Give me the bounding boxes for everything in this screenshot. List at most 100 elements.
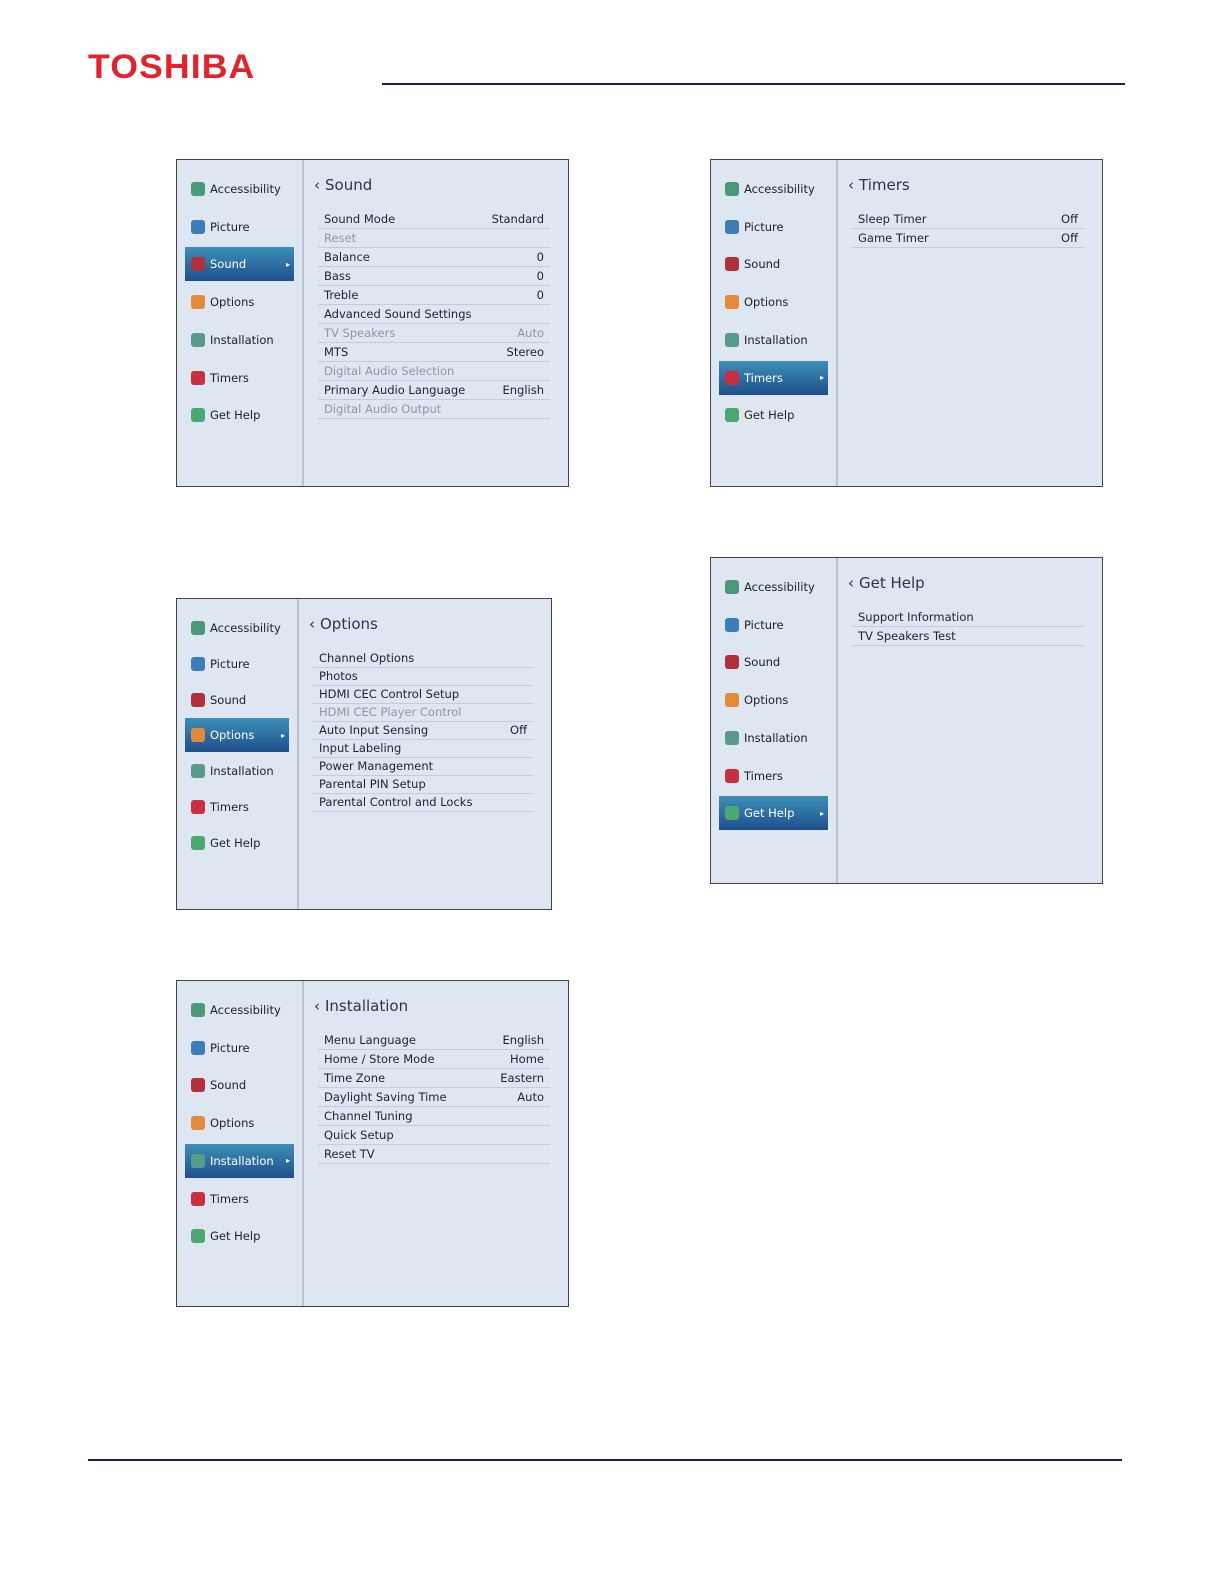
menu-item: Installation	[185, 323, 294, 357]
menu-label: Timers	[744, 768, 783, 783]
menu-label: Timers	[744, 370, 783, 385]
menu-row: Parental PIN Setup	[313, 775, 533, 794]
menu-icon	[191, 1191, 205, 1206]
menu-item: Accessibility	[185, 993, 294, 1027]
row-value: Standard	[491, 212, 544, 226]
menu-item: Timers	[185, 361, 294, 395]
logo: TOSHIBA	[88, 48, 256, 86]
menu-icon	[191, 764, 205, 779]
row-label: Treble	[324, 288, 359, 302]
menu-item: Options	[719, 285, 828, 319]
row-label: HDMI CEC Control Setup	[319, 687, 460, 701]
row-label: TV Speakers	[324, 326, 396, 340]
menu-label: Installation	[210, 1153, 274, 1168]
menu-item: Sound	[719, 247, 828, 281]
menu-item: Get Help ▸	[719, 796, 828, 831]
row-label: Balance	[324, 250, 370, 264]
menu-arrow: ▸	[280, 730, 285, 740]
menu-item: Get Help	[185, 398, 294, 432]
menu-icon	[191, 621, 205, 635]
row-label: Advanced Sound Settings	[324, 307, 472, 321]
row-label: Photos	[319, 669, 358, 683]
menu-label: Accessibility	[210, 182, 281, 196]
menu-row: MTS Stereo	[318, 343, 550, 362]
menu-label: Picture	[210, 656, 250, 671]
menu-panel: Accessibility Picture Sound ▸ Options Install…	[176, 159, 569, 487]
panel-title: ‹ Installation	[314, 997, 408, 1015]
row-value: Auto	[517, 1090, 544, 1104]
menu-label: Sound	[210, 1078, 247, 1093]
menu-panel: Accessibility Picture Sound Options Installa…	[710, 557, 1103, 884]
menu-row: Sound Mode Standard	[318, 210, 550, 229]
menu-label: Installation	[210, 332, 274, 347]
menu-icon	[191, 1078, 205, 1093]
menu-icon	[191, 656, 205, 671]
menu-item: Timers	[185, 790, 289, 824]
menu-item: Picture	[719, 210, 828, 244]
row-label: Sleep Timer	[858, 212, 927, 226]
title-text: Options	[320, 615, 378, 633]
menu-panel: Accessibility Picture Sound Options ▸ Install…	[176, 598, 552, 910]
menu-row: Parental Control and Locks	[313, 793, 533, 812]
row-label: MTS	[324, 345, 349, 359]
menu-label: Get Help	[744, 408, 795, 423]
menu-item: Picture	[719, 608, 828, 642]
row-label: Game Timer	[858, 231, 929, 245]
back-chevron: ‹	[848, 574, 854, 592]
menu-item: Accessibility	[185, 611, 289, 645]
menu-icon	[191, 1153, 205, 1168]
menu-item: Sound	[185, 683, 289, 717]
menu-item: Get Help	[185, 1219, 294, 1253]
menu-row: Advanced Sound Settings	[318, 305, 550, 324]
menu-panel: Accessibility Picture Sound Options Installa…	[710, 159, 1103, 487]
menu-icon	[191, 1040, 205, 1055]
menu-icon	[725, 730, 739, 745]
menu-label: Options	[210, 1116, 255, 1131]
menu-row: Primary Audio Language English	[318, 381, 550, 400]
menu-row: Time Zone Eastern	[318, 1069, 550, 1088]
menu-label: Get Help	[210, 1229, 261, 1244]
menu-item: Picture	[185, 210, 294, 244]
menu-icon	[725, 295, 739, 310]
menu-label: Get Help	[744, 806, 795, 821]
back-chevron: ‹	[314, 176, 320, 194]
menu-label: Timers	[210, 1191, 249, 1206]
menu-row: Photos	[313, 667, 533, 686]
menu-icon	[191, 835, 205, 850]
menu-row: Sleep Timer Off	[852, 210, 1084, 229]
menu-label: Sound	[210, 692, 247, 707]
menu-label: Picture	[210, 219, 250, 234]
menu-icon	[191, 332, 205, 347]
menu-item: Accessibility	[719, 172, 828, 206]
menu-row: Channel Options	[313, 649, 533, 668]
row-label: Input Labeling	[319, 741, 402, 755]
menu-icon	[191, 182, 205, 196]
menu-item: Timers	[719, 759, 828, 793]
menu-item: Picture	[185, 647, 289, 681]
menu-row: Daylight Saving Time Auto	[318, 1088, 550, 1107]
menu-item: Get Help	[719, 398, 828, 432]
menu-row: Home / Store Mode Home	[318, 1050, 550, 1069]
menu-row: Treble 0	[318, 286, 550, 305]
row-value: English	[502, 1033, 544, 1047]
row-label: TV Speakers Test	[858, 629, 956, 643]
panel-title: ‹ Timers	[848, 176, 910, 194]
menu-row: Menu Language English	[318, 1031, 550, 1050]
menu-label: Sound	[210, 257, 247, 272]
menu-icon	[725, 693, 739, 708]
menu-row: Bass 0	[318, 267, 550, 286]
menu-label: Installation	[210, 764, 274, 779]
menu-arrow: ▸	[819, 373, 824, 382]
footer-rule	[88, 1459, 1122, 1461]
row-label: Parental PIN Setup	[319, 777, 426, 791]
header-rule	[382, 83, 1125, 85]
row-value: 0	[536, 269, 544, 283]
row-label: Sound Mode	[324, 212, 396, 226]
menu-row: Auto Input Sensing Off	[313, 721, 533, 740]
row-label: Menu Language	[324, 1033, 416, 1047]
menu-icon	[725, 370, 739, 385]
menu-label: Timers	[210, 800, 249, 814]
menu-row: Power Management	[313, 757, 533, 776]
menu-label: Installation	[744, 332, 808, 347]
menu-item: Options	[719, 683, 828, 717]
